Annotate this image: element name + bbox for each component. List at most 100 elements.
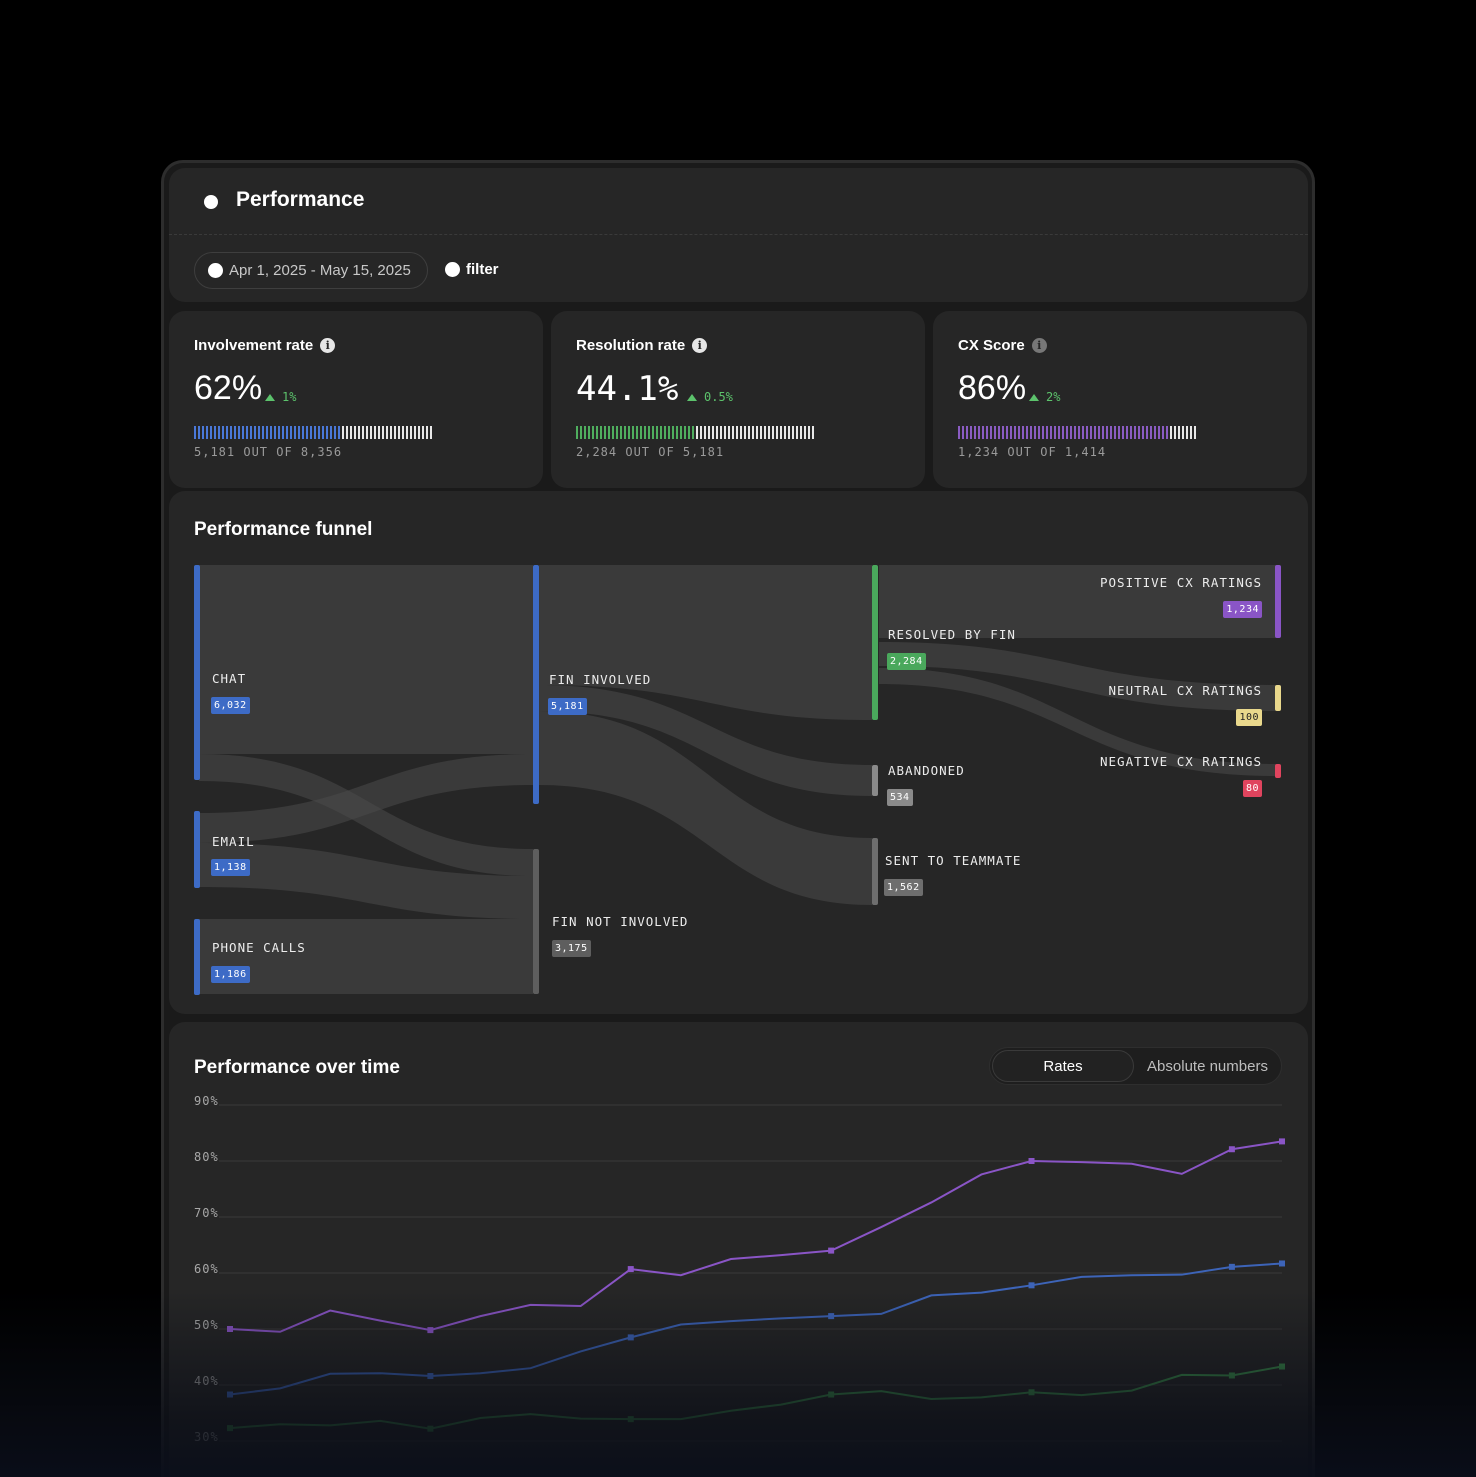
trend-up-icon (687, 393, 697, 401)
progress-tick (338, 426, 340, 439)
progress-tick (1034, 426, 1036, 439)
node-label-sent: SENT TO TEAMMATE (885, 853, 1022, 868)
progress-tick (1194, 426, 1196, 439)
progress-bar (958, 426, 1196, 439)
date-range-picker[interactable]: Apr 1, 2025 - May 15, 2025 (194, 252, 428, 289)
progress-tick (222, 426, 224, 439)
progress-tick (254, 426, 256, 439)
y-tick-label: 80% (194, 1150, 219, 1164)
progress-tick (386, 426, 388, 439)
progress-tick (748, 426, 750, 439)
progress-tick (318, 426, 320, 439)
info-icon[interactable]: i (1031, 338, 1047, 353)
progress-tick (788, 426, 790, 439)
progress-tick (800, 426, 802, 439)
section-title: Performance over time (194, 1057, 400, 1078)
node-badge-sent: 1,562 (884, 879, 923, 896)
progress-tick (274, 426, 276, 439)
progress-tick (366, 426, 368, 439)
progress-tick (792, 426, 794, 439)
node-badge-resolved: 2,284 (887, 653, 926, 670)
progress-tick (1130, 426, 1132, 439)
line-chart: 90% 80% 70% 60% 50% 40% 30% (194, 1094, 1285, 1444)
info-icon[interactable]: i (320, 338, 336, 353)
progress-tick (278, 426, 280, 439)
cx-score-card: CX Score i 86% 2% 1,234 OUT OF 1,414 (933, 311, 1307, 488)
card-title: Resolution rate i (576, 337, 708, 354)
progress-tick (1106, 426, 1108, 439)
progress-tick (238, 426, 240, 439)
node-badge-abandoned: 534 (887, 789, 913, 806)
progress-tick (414, 426, 416, 439)
progress-tick (616, 426, 618, 439)
resolution-rate-card: Resolution rate i 44.1% 0.5% 2,284 OUT OF… (551, 311, 925, 488)
node-label-abandoned: ABANDONED (888, 763, 965, 778)
progress-tick (1086, 426, 1088, 439)
performance-funnel-panel: Performance funnel CHAT 6,032 EMAI (169, 491, 1308, 1014)
progress-bar (576, 426, 814, 439)
progress-tick (812, 426, 814, 439)
node-label-neutral: NEUTRAL CX RATINGS (1108, 683, 1262, 698)
progress-tick (628, 426, 630, 439)
progress-tick (258, 426, 260, 439)
page-title: Performance (236, 188, 365, 211)
flow-resolved-negative (879, 668, 1276, 776)
progress-tick (986, 426, 988, 439)
flow-email-notfin (199, 843, 533, 919)
progress-tick (214, 426, 216, 439)
progress-tick (1154, 426, 1156, 439)
node-badge-neutral: 100 (1236, 709, 1262, 726)
progress-tick (1166, 426, 1168, 439)
progress-tick (580, 426, 582, 439)
progress-tick (1010, 426, 1012, 439)
progress-tick (286, 426, 288, 439)
progress-tick (194, 426, 196, 439)
progress-tick (974, 426, 976, 439)
progress-tick (202, 426, 204, 439)
progress-tick (994, 426, 996, 439)
progress-tick (330, 426, 332, 439)
progress-tick (1170, 426, 1172, 439)
node-badge-negative: 80 (1242, 780, 1262, 797)
progress-tick (608, 426, 610, 439)
filter-button[interactable]: filter (445, 261, 499, 278)
y-tick-label: 30% (194, 1430, 219, 1444)
progress-tick (784, 426, 786, 439)
toggle-absolute-numbers[interactable]: Absolute numbers (1147, 1057, 1268, 1075)
progress-tick (1122, 426, 1124, 439)
progress-tick (282, 426, 284, 439)
progress-tick (422, 426, 424, 439)
progress-tick (998, 426, 1000, 439)
progress-tick (1126, 426, 1128, 439)
series-point (828, 1313, 835, 1320)
flow-chat-fin (199, 565, 533, 754)
node-bar-abandoned (872, 765, 878, 796)
progress-tick (262, 426, 264, 439)
progress-tick (736, 426, 738, 439)
progress-tick (720, 426, 722, 439)
progress-tick (764, 426, 766, 439)
progress-tick (250, 426, 252, 439)
progress-tick (576, 426, 578, 439)
progress-tick (652, 426, 654, 439)
info-icon[interactable]: i (692, 338, 708, 353)
progress-tick (294, 426, 296, 439)
header-divider (169, 234, 1308, 235)
progress-tick (1090, 426, 1092, 439)
progress-tick (982, 426, 984, 439)
progress-tick (716, 426, 718, 439)
series-point (1279, 1138, 1285, 1145)
node-bar-fin-not-involved (533, 849, 539, 994)
progress-tick (270, 426, 272, 439)
node-label-email: EMAIL (212, 834, 255, 849)
progress-tick (672, 426, 674, 439)
progress-tick (632, 426, 634, 439)
toggle-rates[interactable]: Rates (992, 1050, 1134, 1082)
filter-icon (445, 262, 460, 277)
series-point (828, 1391, 835, 1398)
progress-tick (1018, 426, 1020, 439)
progress-tick (1042, 426, 1044, 439)
progress-tick (776, 426, 778, 439)
y-tick-label: 60% (194, 1262, 219, 1276)
progress-tick (684, 426, 686, 439)
